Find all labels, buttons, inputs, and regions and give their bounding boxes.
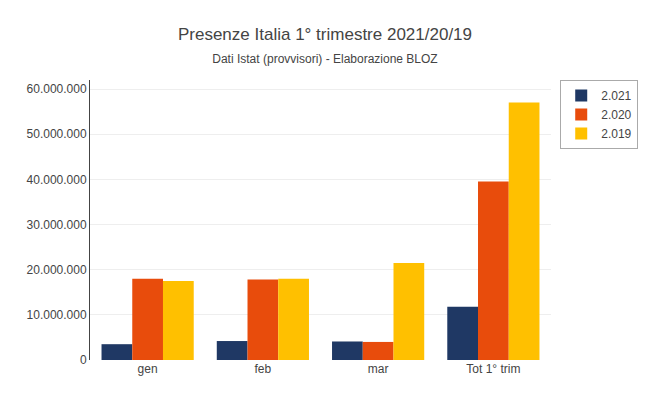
svg-text:30.000.000: 30.000.000	[27, 218, 87, 232]
svg-text:40.000.000: 40.000.000	[27, 173, 87, 187]
svg-text:20.000.000: 20.000.000	[27, 263, 87, 277]
svg-text:0: 0	[80, 353, 87, 367]
svg-text:Dati Istat (provvisori) - Elab: Dati Istat (provvisori) - Elaborazione B…	[212, 52, 437, 66]
svg-text:2.020: 2.020	[601, 108, 631, 122]
svg-text:50.000.000: 50.000.000	[27, 127, 87, 141]
svg-text:2.019: 2.019	[601, 127, 631, 141]
svg-text:gen: gen	[138, 362, 158, 376]
svg-text:feb: feb	[255, 362, 272, 376]
svg-text:2.021: 2.021	[601, 89, 631, 103]
svg-text:10.000.000: 10.000.000	[27, 308, 87, 322]
svg-text:mar: mar	[368, 362, 389, 376]
svg-text:Tot 1° trim: Tot 1° trim	[466, 362, 520, 376]
svg-text:Presenze Italia 1° trimestre 2: Presenze Italia 1° trimestre 2021/20/19	[178, 25, 472, 44]
svg-text:60.000.000: 60.000.000	[27, 82, 87, 96]
